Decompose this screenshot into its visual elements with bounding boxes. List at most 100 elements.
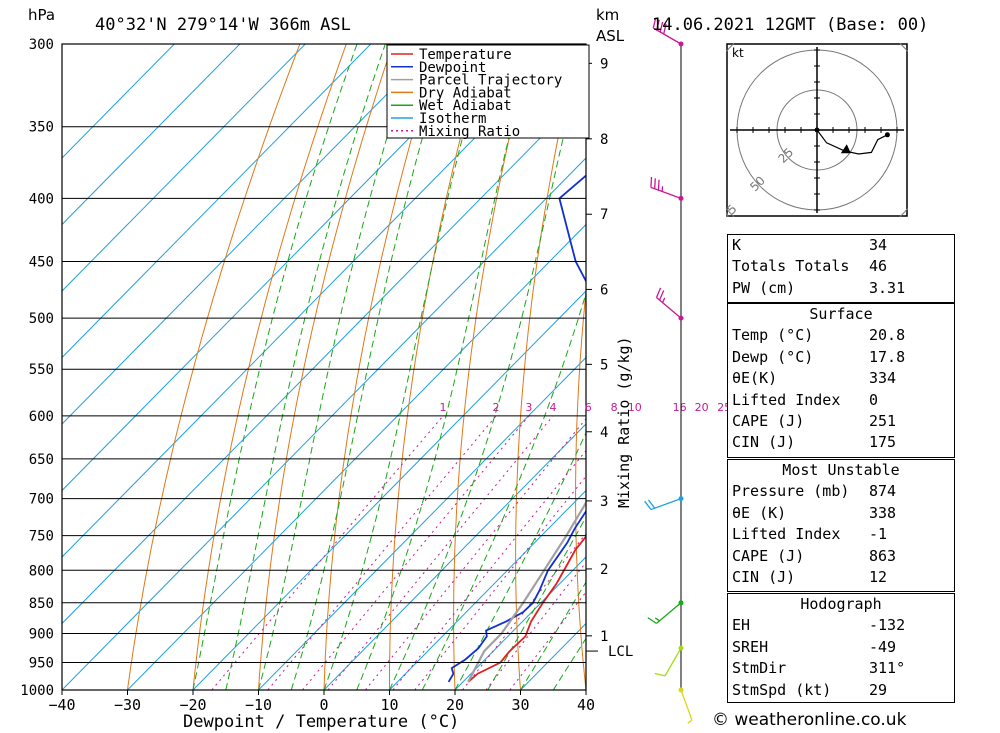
wind-level-dot xyxy=(678,496,684,502)
stmdir-value: 311° xyxy=(869,659,906,678)
temperature-tick-label: −30 xyxy=(114,696,141,714)
mu-theta-e-value: 338 xyxy=(869,503,897,522)
mixing-ratio-label: 20 xyxy=(695,401,709,414)
legend-label: Mixing Ratio xyxy=(419,124,520,140)
dry-adiabat-line xyxy=(996,0,1000,716)
wind-barb-full xyxy=(652,17,657,29)
wind-level-dot xyxy=(678,645,684,651)
wind-level-dot xyxy=(678,41,684,47)
height-tick-label: 6 xyxy=(600,282,608,298)
valid-datetime: 14.06.2021 12GMT (Base: 00) xyxy=(652,15,928,35)
mu-cape-value: 863 xyxy=(869,546,897,565)
mu-cape-row: CAPE (J) 863 xyxy=(728,546,954,567)
wet-adiabat-line xyxy=(487,516,586,690)
isotherm-line xyxy=(454,556,586,690)
wet-adiabat-line xyxy=(389,44,586,690)
legend-label: Isotherm xyxy=(419,111,486,127)
most-unstable-title: Most Unstable xyxy=(782,461,900,479)
mu-cin-row: CIN (J) 12 xyxy=(728,567,954,588)
totals-row: Totals Totals 46 xyxy=(728,256,954,277)
station-location: 40°32'N 279°14'W 366m ASL xyxy=(95,15,351,35)
parcel-trajectory-line xyxy=(467,500,586,683)
wind-barb-full xyxy=(650,176,653,188)
mixing-ratio-label: 10 xyxy=(628,401,642,414)
wind-barb-shaft xyxy=(650,498,682,511)
stmspd-row: StmSpd (kt) 29 xyxy=(728,680,954,701)
pressure-tick-label: 500 xyxy=(29,311,54,327)
surface-temp-row: Temp (°C) 20.8 xyxy=(728,325,954,346)
temperature-tick-label: 0 xyxy=(319,696,328,714)
theta-e-value: 334 xyxy=(869,369,897,388)
height-tick-label: 2 xyxy=(600,562,608,578)
pressure-tick-label: 550 xyxy=(29,362,54,378)
temperature-line xyxy=(467,535,586,683)
mixing-ratio-line xyxy=(267,415,497,690)
mu-li-label: Lifted Index xyxy=(732,525,841,544)
hodograph-start-dot xyxy=(814,127,820,133)
mixing-ratio-label: 1 xyxy=(439,401,446,414)
isotherm-line xyxy=(62,90,586,625)
k-index-row: K 34 xyxy=(728,235,954,256)
height-tick-label: 8 xyxy=(600,132,608,148)
pressure-tick-label: 400 xyxy=(29,191,54,207)
wind-barb-shaft xyxy=(652,27,682,45)
wind-barb-full xyxy=(659,21,664,33)
mixing-ratio-label: 6 xyxy=(585,401,592,414)
cin-value: 175 xyxy=(869,433,897,452)
dewp-value: 17.8 xyxy=(869,347,906,366)
mu-pressure-value: 874 xyxy=(869,482,897,501)
mixing-ratio-line xyxy=(392,449,586,690)
pressure-tick-label: 900 xyxy=(29,626,54,642)
eh-value: -132 xyxy=(869,616,906,635)
isotherm-line xyxy=(62,157,586,690)
pressure-tick-label: 300 xyxy=(29,37,54,53)
credit-link[interactable]: © weatheronline.co.uk xyxy=(712,710,907,730)
isotherm-line xyxy=(62,44,437,425)
temperature-tick-label: 20 xyxy=(446,696,464,714)
temp-label: Temp (°C) xyxy=(732,326,814,345)
pressure-tick-label: 850 xyxy=(29,596,54,612)
dewpoint-line xyxy=(447,174,586,683)
wind-level-dot xyxy=(678,195,684,201)
pressure-tick-label: 350 xyxy=(29,120,54,136)
dry-adiabat-line xyxy=(192,44,347,690)
wind-level-dot xyxy=(678,600,684,606)
pressure-tick-label: 750 xyxy=(29,529,54,545)
pressure-tick-label: 800 xyxy=(29,563,54,579)
storm-motion-marker xyxy=(840,144,851,154)
pressure-tick-label: 650 xyxy=(29,452,54,468)
indices-table: K 34 Totals Totals 46 PW (cm) 3.31 xyxy=(727,234,955,303)
wind-barb-shaft xyxy=(664,647,682,677)
legend-label: Temperature xyxy=(419,47,512,63)
pressure-tick-label: 600 xyxy=(29,409,54,425)
mu-theta-e-label: θE (K) xyxy=(732,503,787,522)
legend-label: Parcel Trajectory xyxy=(419,73,562,89)
k-value: 34 xyxy=(869,236,888,254)
k-label: K xyxy=(732,236,742,254)
mixing-ratio-line xyxy=(327,415,554,690)
stmspd-value: 29 xyxy=(869,680,888,699)
surface-cin-row: CIN (J) 175 xyxy=(728,432,954,453)
pw-label: PW (cm) xyxy=(732,278,796,297)
isotherm-line xyxy=(389,489,586,690)
height-tick-label: 9 xyxy=(600,56,608,72)
surface-table: Surface Temp (°C) 20.8 Dewp (°C) 17.8 θE(K… xyxy=(727,303,955,458)
li-label: Lifted Index xyxy=(732,390,841,409)
pressure-tick-label: 1000 xyxy=(20,683,54,699)
cape-label: CAPE (J) xyxy=(732,412,805,431)
mu-li-row: Lifted Index -1 xyxy=(728,524,954,545)
pressure-tick-label: 700 xyxy=(29,492,54,508)
wet-adiabat-line xyxy=(225,44,386,690)
mu-cin-value: 12 xyxy=(869,568,888,587)
surface-theta-e-row: θE(K) 334 xyxy=(728,368,954,389)
legend-label: Dewpoint xyxy=(419,60,486,76)
wind-barb-full xyxy=(658,290,665,301)
mu-li-value: -1 xyxy=(869,525,888,544)
mixing-ratio-label: 4 xyxy=(549,401,556,414)
hodograph-trace xyxy=(816,129,888,155)
mixing-ratio-line xyxy=(302,415,530,690)
temperature-tick-label: −40 xyxy=(48,696,75,714)
height-tick-label: 3 xyxy=(600,494,608,510)
